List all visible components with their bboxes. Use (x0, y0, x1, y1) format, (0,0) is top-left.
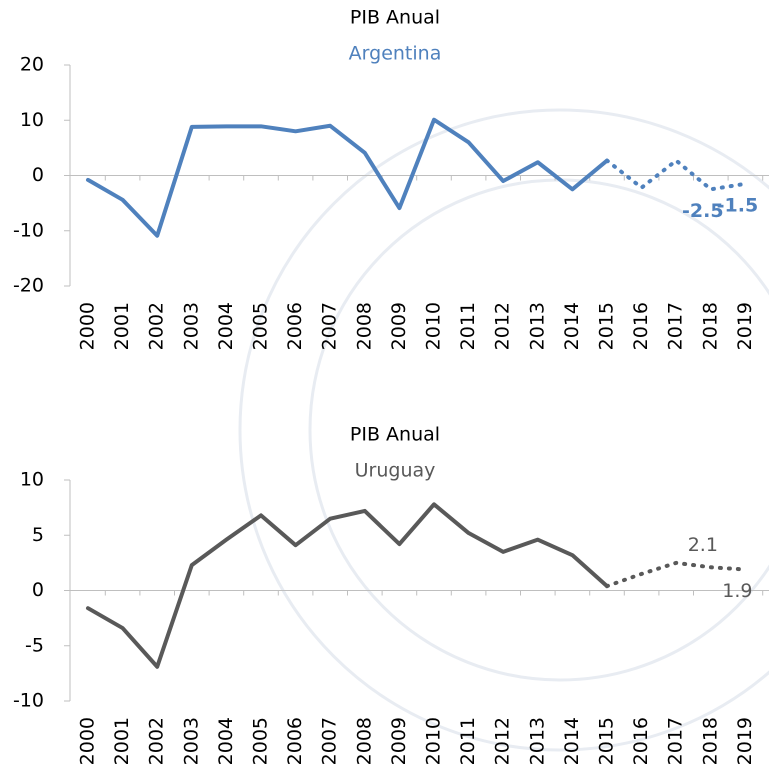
x-tick-label: 2014 (561, 302, 583, 350)
y-tick-label: 20 (20, 54, 44, 76)
y-tick-label: -20 (13, 275, 44, 297)
y-tick-label: 0 (32, 579, 44, 601)
y-tick-label: 0 (32, 164, 44, 186)
x-tick-label: 2014 (561, 717, 583, 765)
chart-subtitle: Uruguay (355, 460, 436, 482)
chart-subtitle: Argentina (349, 43, 442, 65)
x-tick-label: 2004 (215, 302, 237, 350)
y-tick-label: -10 (13, 219, 44, 241)
data-label: 1.9 (722, 580, 752, 602)
x-tick-label: 2000 (77, 717, 99, 765)
data-label: 2.1 (688, 534, 718, 556)
x-tick-label: 2017 (665, 302, 687, 350)
chart-title: PIB Anual (350, 7, 440, 29)
x-tick-label: 2005 (250, 302, 272, 350)
x-tick-label: 2011 (457, 302, 479, 350)
line (86, 502, 609, 669)
x-tick-label: 2004 (215, 717, 237, 765)
x-tick-label: 2012 (492, 717, 514, 765)
chart-title: PIB Anual (350, 424, 440, 446)
x-tick-label: 2018 (699, 302, 721, 350)
x-tick-label: 2003 (180, 717, 202, 765)
x-tick-label: 2011 (457, 717, 479, 765)
x-tick-label: 2012 (492, 302, 514, 350)
x-tick-label: 2008 (353, 717, 375, 765)
x-tick-label: 2013 (526, 717, 548, 765)
line (605, 560, 748, 589)
x-tick-label: 2007 (319, 302, 341, 350)
x-tick-label: 2019 (734, 717, 756, 765)
data-label: -1.5 (717, 194, 759, 216)
x-tick-label: 2000 (77, 302, 99, 350)
x-tick-label: 2009 (388, 717, 410, 765)
x-tick-label: 2009 (388, 302, 410, 350)
x-tick-label: 2010 (423, 302, 445, 350)
x-tick-label: 2003 (180, 302, 202, 350)
x-tick-label: 2007 (319, 717, 341, 765)
x-tick-label: 2010 (423, 717, 445, 765)
x-tick-label: 2016 (630, 302, 652, 350)
line (605, 158, 748, 192)
line (86, 117, 609, 238)
x-tick-label: 2015 (596, 302, 618, 350)
x-tick-label: 2001 (111, 302, 133, 350)
y-tick-label: 10 (20, 109, 44, 131)
x-tick-label: 2017 (665, 717, 687, 765)
y-tick-label: 10 (20, 469, 44, 491)
y-tick-label: -10 (13, 690, 44, 712)
x-tick-label: 2019 (734, 302, 756, 350)
x-tick-label: 2001 (111, 717, 133, 765)
x-tick-label: 2018 (699, 717, 721, 765)
x-tick-label: 2006 (284, 717, 306, 765)
x-tick-label: 2015 (596, 717, 618, 765)
y-tick-label: -5 (25, 634, 44, 656)
data-label: -2.5 (682, 200, 724, 222)
x-tick-label: 2002 (146, 717, 168, 765)
x-tick-label: 2013 (526, 302, 548, 350)
x-tick-label: 2002 (146, 302, 168, 350)
x-tick-label: 2008 (353, 302, 375, 350)
x-tick-label: 2005 (250, 717, 272, 765)
y-tick-label: 5 (32, 524, 44, 546)
x-tick-label: 2006 (284, 302, 306, 350)
x-tick-label: 2016 (630, 717, 652, 765)
